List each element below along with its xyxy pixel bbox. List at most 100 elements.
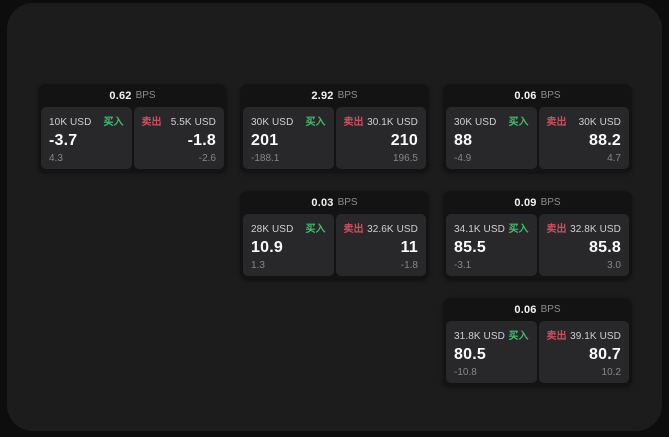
- quote-tiles: 28K USD 买入 10.9 1.3 卖出 32.6K USD 11 -1.8: [240, 214, 429, 280]
- bps-unit-label: BPS: [540, 304, 561, 315]
- card-header: 0.06 BPS: [443, 298, 632, 321]
- sell-side-label: 卖出: [546, 224, 567, 235]
- sell-price: 80.7: [589, 345, 621, 363]
- card-header: 0.06 BPS: [443, 84, 632, 107]
- sell-tile-top-row: 卖出 5.5K USD: [142, 113, 217, 128]
- sell-tile-top-row: 卖出 30K USD: [547, 113, 622, 128]
- sell-tile[interactable]: 卖出 32.6K USD 11 -1.8: [335, 214, 426, 276]
- quote-card: 0.06 BPS 30K USD 买入 88 -4.9 卖出 30K USD 8…: [443, 84, 632, 173]
- buy-tile-top-row: 28K USD 买入: [251, 220, 326, 235]
- buy-tile[interactable]: 30K USD 买入 88 -4.9: [446, 107, 537, 169]
- buy-tile-top-row: 30K USD 买入: [454, 113, 529, 128]
- quote-tiles: 30K USD 买入 201 -188.1 卖出 30.1K USD 210 1…: [240, 107, 429, 173]
- sell-delta: 196.5: [392, 153, 418, 164]
- sell-delta: -2.6: [198, 153, 216, 164]
- bps-unit-label: BPS: [540, 197, 561, 208]
- sell-delta: 3.0: [607, 260, 621, 271]
- buy-amount: 34.1K USD: [454, 224, 505, 235]
- sell-tile[interactable]: 卖出 32.8K USD 85.8 3.0: [538, 214, 629, 276]
- sell-tile[interactable]: 卖出 30K USD 88.2 4.7: [538, 107, 629, 169]
- sell-delta: 4.7: [607, 153, 621, 164]
- buy-side-label: 买入: [305, 224, 326, 235]
- sell-side-label: 卖出: [343, 117, 364, 128]
- buy-side-label: 买入: [508, 117, 529, 128]
- sell-tile[interactable]: 卖出 39.1K USD 80.7 10.2: [538, 321, 629, 383]
- sell-amount: 32.8K USD: [570, 224, 621, 235]
- sell-tile-top-row: 卖出 32.6K USD: [344, 220, 419, 235]
- sell-delta: 10.2: [601, 367, 621, 378]
- quote-card: 0.09 BPS 34.1K USD 买入 85.5 -3.1 卖出 32.8K…: [443, 191, 632, 280]
- sell-amount: 32.6K USD: [367, 224, 418, 235]
- buy-price: 85.5: [454, 238, 486, 256]
- card-header: 0.62 BPS: [38, 84, 227, 107]
- bps-unit-label: BPS: [540, 90, 561, 101]
- bps-value: 0.03: [311, 196, 334, 209]
- buy-price: 88: [454, 131, 473, 149]
- sell-tile-top-row: 卖出 32.8K USD: [547, 220, 622, 235]
- card-header: 0.03 BPS: [240, 191, 429, 214]
- sell-tile-top-row: 卖出 39.1K USD: [547, 327, 622, 342]
- buy-side-label: 买入: [508, 331, 529, 342]
- sell-tile[interactable]: 卖出 30.1K USD 210 196.5: [335, 107, 426, 169]
- buy-price: -3.7: [49, 131, 78, 149]
- card-header: 0.09 BPS: [443, 191, 632, 214]
- buy-delta: -10.8: [454, 367, 477, 378]
- buy-delta: -3.1: [454, 260, 472, 271]
- buy-side-label: 买入: [305, 117, 326, 128]
- bps-value: 2.92: [311, 89, 334, 102]
- buy-tile[interactable]: 10K USD 买入 -3.7 4.3: [41, 107, 132, 169]
- main-panel: 0.62 BPS 10K USD 买入 -3.7 4.3 卖出 5.5K USD…: [7, 3, 662, 431]
- bps-unit-label: BPS: [135, 90, 156, 101]
- buy-amount: 30K USD: [454, 117, 497, 128]
- sell-tile-top-row: 卖出 30.1K USD: [344, 113, 419, 128]
- quote-card: 0.06 BPS 31.8K USD 买入 80.5 -10.8 卖出 39.1…: [443, 298, 632, 387]
- quote-tiles: 10K USD 买入 -3.7 4.3 卖出 5.5K USD -1.8 -2.…: [38, 107, 227, 173]
- quote-card: 0.03 BPS 28K USD 买入 10.9 1.3 卖出 32.6K US…: [240, 191, 429, 280]
- sell-price: 210: [390, 131, 418, 149]
- buy-tile[interactable]: 30K USD 买入 201 -188.1: [243, 107, 334, 169]
- buy-delta: 4.3: [49, 153, 63, 164]
- buy-price: 10.9: [251, 238, 283, 256]
- buy-delta: 1.3: [251, 260, 265, 271]
- sell-side-label: 卖出: [546, 117, 567, 128]
- sell-side-label: 卖出: [141, 117, 162, 128]
- quote-tiles: 30K USD 买入 88 -4.9 卖出 30K USD 88.2 4.7: [443, 107, 632, 173]
- buy-tile-top-row: 34.1K USD 买入: [454, 220, 529, 235]
- buy-delta: -4.9: [454, 153, 472, 164]
- sell-delta: -1.8: [400, 260, 418, 271]
- bps-unit-label: BPS: [337, 197, 358, 208]
- quote-card: 0.62 BPS 10K USD 买入 -3.7 4.3 卖出 5.5K USD…: [38, 84, 227, 173]
- buy-amount: 10K USD: [49, 117, 92, 128]
- sell-amount: 30K USD: [578, 117, 621, 128]
- quote-card: 2.92 BPS 30K USD 买入 201 -188.1 卖出 30.1K …: [240, 84, 429, 173]
- buy-amount: 30K USD: [251, 117, 294, 128]
- sell-tile[interactable]: 卖出 5.5K USD -1.8 -2.6: [133, 107, 224, 169]
- bps-value: 0.62: [109, 89, 132, 102]
- sell-price: -1.8: [187, 131, 216, 149]
- buy-tile[interactable]: 31.8K USD 买入 80.5 -10.8: [446, 321, 537, 383]
- buy-tile[interactable]: 34.1K USD 买入 85.5 -3.1: [446, 214, 537, 276]
- quote-tiles: 34.1K USD 买入 85.5 -3.1 卖出 32.8K USD 85.8…: [443, 214, 632, 280]
- sell-price: 88.2: [589, 131, 621, 149]
- buy-price: 201: [251, 131, 279, 149]
- sell-amount: 5.5K USD: [170, 117, 216, 128]
- bps-value: 0.09: [514, 196, 537, 209]
- buy-tile-top-row: 30K USD 买入: [251, 113, 326, 128]
- bps-value: 0.06: [514, 303, 537, 316]
- buy-delta: -188.1: [251, 153, 280, 164]
- sell-side-label: 卖出: [343, 224, 364, 235]
- bps-unit-label: BPS: [337, 90, 358, 101]
- buy-price: 80.5: [454, 345, 486, 363]
- buy-side-label: 买入: [103, 117, 124, 128]
- bps-value: 0.06: [514, 89, 537, 102]
- buy-amount: 28K USD: [251, 224, 294, 235]
- sell-amount: 39.1K USD: [570, 331, 621, 342]
- buy-tile-top-row: 31.8K USD 买入: [454, 327, 529, 342]
- sell-amount: 30.1K USD: [367, 117, 418, 128]
- buy-tile-top-row: 10K USD 买入: [49, 113, 124, 128]
- sell-price: 85.8: [589, 238, 621, 256]
- quote-tiles: 31.8K USD 买入 80.5 -10.8 卖出 39.1K USD 80.…: [443, 321, 632, 387]
- sell-side-label: 卖出: [546, 331, 567, 342]
- buy-tile[interactable]: 28K USD 买入 10.9 1.3: [243, 214, 334, 276]
